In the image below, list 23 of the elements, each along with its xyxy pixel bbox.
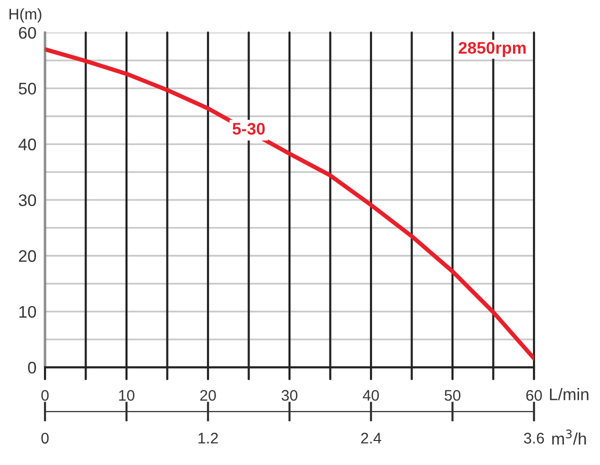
x2-axis-title: m$^{3}$/h xyxy=(552,430,586,445)
x-tick-label: 40 xyxy=(362,390,379,401)
y-tick-label: 20 xyxy=(18,250,36,262)
x2-tick-label: 0 xyxy=(41,432,49,444)
y-tick-label: 60 xyxy=(18,26,36,39)
y-axis-title: H(m) xyxy=(10,8,42,22)
x-tick-label: 60 xyxy=(526,390,542,401)
y-tick-label: 0 xyxy=(28,362,36,374)
annotation: 2850rpm xyxy=(458,42,526,58)
x-tick-label: 20 xyxy=(200,390,216,401)
x2-tick-label: 1.2 xyxy=(198,432,218,444)
x-axis-title: L/min xyxy=(550,388,588,400)
x-tick-label: 50 xyxy=(444,390,460,401)
x2-tick-label: 2.4 xyxy=(361,432,382,444)
y-tick-label: 10 xyxy=(19,306,36,318)
x-tick-label: 30 xyxy=(282,390,298,401)
y-tick-label: 50 xyxy=(18,82,36,95)
y-tick-label: 40 xyxy=(18,138,36,150)
x-tick-label: 0 xyxy=(41,390,49,401)
x2-tick-label: 3.6 xyxy=(524,432,544,444)
annotation: 5-30 xyxy=(232,122,265,135)
y-tick-label: 30 xyxy=(18,194,36,206)
x-tick-label: 10 xyxy=(119,390,134,401)
